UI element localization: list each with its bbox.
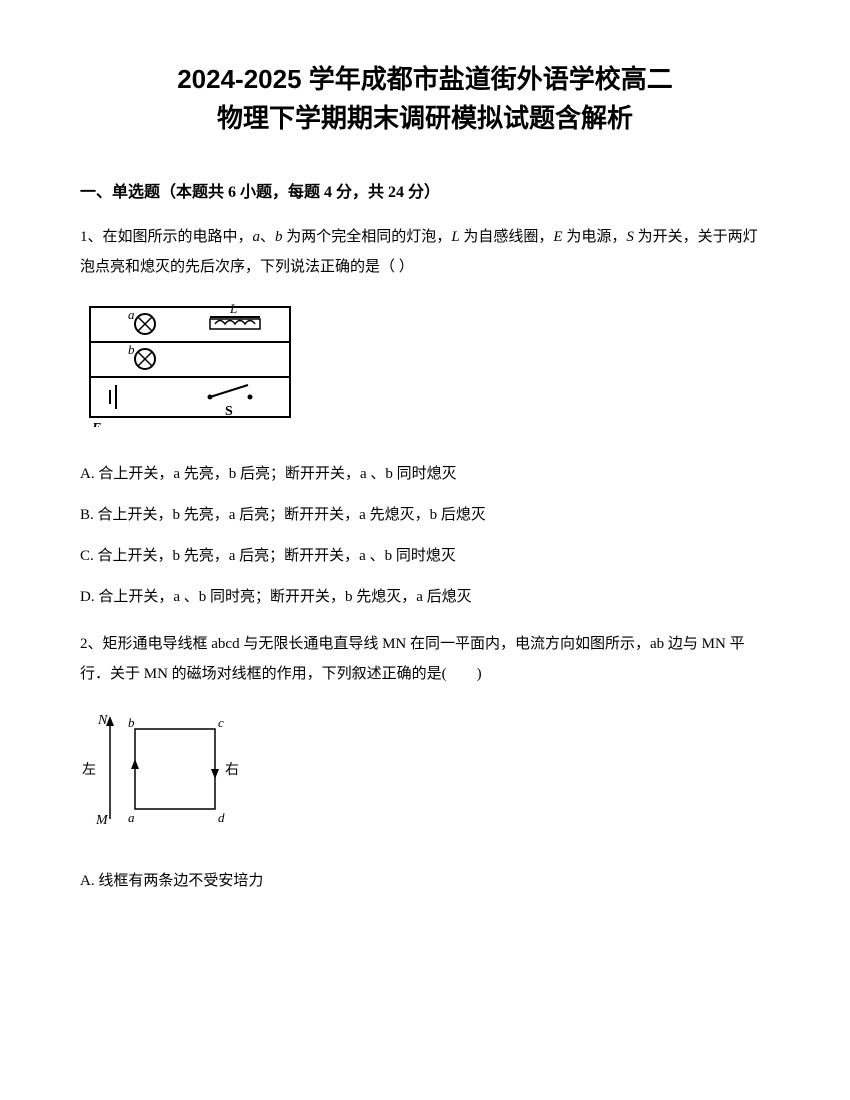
label-m: M (95, 813, 109, 828)
q1-var-b: b (275, 229, 283, 245)
label-d: d (218, 810, 225, 825)
q1-var-a: a (253, 229, 261, 245)
arrow-ab (131, 759, 139, 769)
rect-svg: N M b c a d 左 右 (80, 704, 280, 834)
document-title: 2024-2025 学年成都市盐道街外语学校高二 物理下学期期末调研模拟试题含解… (80, 60, 770, 138)
switch-label: S (225, 404, 233, 419)
q1-text-2: 、 (260, 229, 275, 245)
label-b: b (128, 715, 135, 730)
arrow-cd (211, 769, 219, 779)
q1-option-d: D. 合上开关，a 、b 同时亮；断开开关，b 先熄灭，a 后熄灭 (80, 581, 770, 614)
q1-options: A. 合上开关，a 先亮，b 后亮；断开开关，a 、b 同时熄灭 B. 合上开关… (80, 458, 770, 614)
bulb-a-label: a (128, 307, 135, 322)
battery-label: E (91, 421, 101, 427)
circuit-diagram: a L b E S (80, 297, 770, 438)
q1-number: 1、 (80, 229, 103, 245)
rect-diagram: N M b c a d 左 右 (80, 704, 770, 845)
label-n: N (97, 713, 108, 728)
q1-var-L: L (451, 229, 459, 245)
q2-number: 2、 (80, 636, 103, 652)
switch-node-2 (248, 395, 253, 400)
q1-option-b: B. 合上开关，b 先亮，a 后亮；断开开关，a 先熄灭，b 后熄灭 (80, 499, 770, 532)
q2-text: 矩形通电导线框 abcd 与无限长通电直导线 MN 在同一平面内，电流方向如图所… (80, 636, 745, 682)
inductor-label: L (229, 301, 237, 316)
bulb-b-label: b (128, 342, 135, 357)
q1-var-E: E (553, 229, 562, 245)
q1-option-c: C. 合上开关，b 先亮，a 后亮；断开开关，a 、b 同时熄灭 (80, 540, 770, 573)
label-left: 左 (82, 762, 96, 778)
rect-abcd (135, 729, 215, 809)
q1-text-4: 为自感线圈， (460, 229, 554, 245)
question-2-text: 2、矩形通电导线框 abcd 与无限长通电直导线 MN 在同一平面内，电流方向如… (80, 629, 770, 689)
section-1-header: 一、单选题（本题共 6 小题，每题 4 分，共 24 分） (80, 178, 770, 202)
question-1-text: 1、在如图所示的电路中，a、b 为两个完全相同的灯泡，L 为自感线圈，E 为电源… (80, 222, 770, 282)
q2-option-a: A. 线框有两条边不受安培力 (80, 865, 770, 898)
question-2: 2、矩形通电导线框 abcd 与无限长通电直导线 MN 在同一平面内，电流方向如… (80, 629, 770, 898)
q1-text-1: 在如图所示的电路中， (103, 229, 253, 245)
question-1: 1、在如图所示的电路中，a、b 为两个完全相同的灯泡，L 为自感线圈，E 为电源… (80, 222, 770, 614)
label-c: c (218, 715, 224, 730)
title-line-2: 物理下学期期末调研模拟试题含解析 (80, 99, 770, 138)
q1-text-3: 为两个完全相同的灯泡， (283, 229, 452, 245)
switch-gap (210, 392, 250, 402)
circuit-svg: a L b E S (80, 297, 300, 427)
title-line-1: 2024-2025 学年成都市盐道街外语学校高二 (80, 60, 770, 99)
label-a: a (128, 810, 135, 825)
q1-text-5: 为电源， (563, 229, 627, 245)
q2-options: A. 线框有两条边不受安培力 (80, 865, 770, 898)
q1-var-S: S (626, 229, 634, 245)
q1-option-a: A. 合上开关，a 先亮，b 后亮；断开开关，a 、b 同时熄灭 (80, 458, 770, 491)
label-right: 右 (225, 762, 239, 778)
